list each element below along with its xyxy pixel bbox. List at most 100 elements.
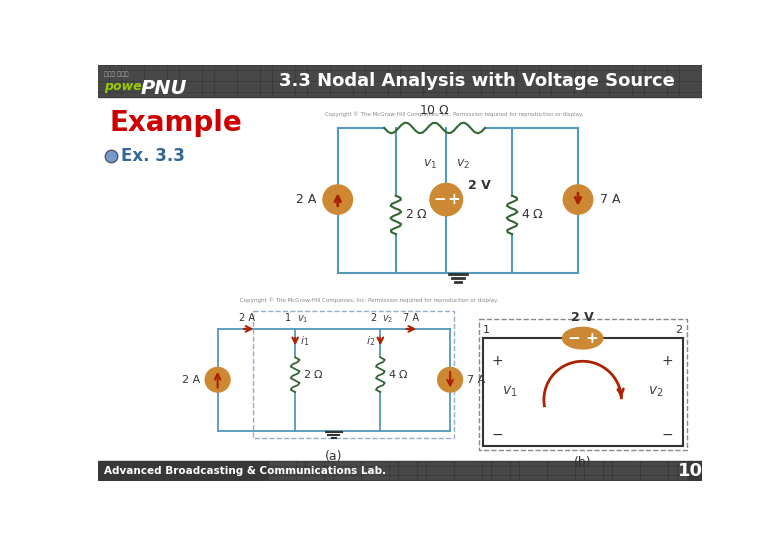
Bar bbox=[98, 461, 702, 481]
Bar bbox=[455, 471, 463, 475]
Bar bbox=[492, 462, 500, 465]
Bar bbox=[362, 481, 370, 484]
Text: 7 A: 7 A bbox=[403, 313, 420, 323]
Bar bbox=[133, 65, 144, 70]
Bar bbox=[157, 76, 166, 80]
Bar bbox=[296, 76, 306, 80]
Bar bbox=[215, 65, 225, 70]
Bar bbox=[334, 467, 342, 470]
Text: $v_2$: $v_2$ bbox=[648, 385, 663, 399]
Bar bbox=[307, 82, 317, 85]
Bar bbox=[548, 462, 555, 465]
Bar bbox=[296, 82, 306, 85]
Text: $v_2$: $v_2$ bbox=[382, 313, 393, 325]
Bar bbox=[548, 467, 555, 470]
Bar bbox=[342, 65, 353, 70]
Bar bbox=[483, 467, 491, 470]
Bar bbox=[668, 82, 678, 85]
Bar bbox=[307, 65, 317, 70]
Bar bbox=[324, 481, 332, 484]
Bar bbox=[226, 87, 236, 91]
Bar bbox=[133, 71, 144, 75]
Bar bbox=[424, 82, 434, 85]
Bar bbox=[473, 481, 481, 484]
Bar bbox=[157, 71, 166, 75]
Bar bbox=[331, 92, 341, 96]
Text: +: + bbox=[661, 354, 673, 368]
Bar bbox=[122, 76, 132, 80]
Bar bbox=[502, 467, 509, 470]
Bar bbox=[650, 467, 658, 470]
Bar bbox=[273, 82, 282, 85]
Bar bbox=[557, 462, 565, 465]
Bar bbox=[656, 76, 666, 80]
Bar bbox=[598, 71, 608, 75]
Bar bbox=[668, 476, 676, 479]
Bar bbox=[157, 82, 166, 85]
Bar bbox=[191, 87, 201, 91]
Bar bbox=[529, 481, 537, 484]
Bar bbox=[278, 471, 285, 475]
Bar bbox=[650, 462, 658, 465]
Bar bbox=[587, 87, 597, 91]
Bar bbox=[470, 82, 480, 85]
Bar bbox=[529, 471, 537, 475]
Bar bbox=[613, 467, 621, 470]
Text: PNU: PNU bbox=[140, 79, 186, 98]
Bar bbox=[447, 71, 457, 75]
Text: +: + bbox=[448, 192, 460, 207]
Bar bbox=[269, 471, 277, 475]
Bar bbox=[400, 82, 410, 85]
Bar bbox=[157, 87, 166, 91]
Bar bbox=[284, 87, 294, 91]
Bar bbox=[445, 462, 453, 465]
Bar bbox=[622, 471, 630, 475]
Bar bbox=[644, 82, 654, 85]
Bar bbox=[203, 71, 213, 75]
Bar bbox=[650, 476, 658, 479]
Bar bbox=[551, 71, 562, 75]
Bar bbox=[483, 462, 491, 465]
Bar bbox=[459, 92, 469, 96]
Bar bbox=[408, 476, 416, 479]
Bar bbox=[98, 82, 108, 85]
Bar bbox=[459, 71, 469, 75]
Bar bbox=[540, 87, 550, 91]
Bar bbox=[483, 471, 491, 475]
Bar bbox=[366, 87, 376, 91]
Bar bbox=[445, 481, 453, 484]
Bar bbox=[424, 92, 434, 96]
Bar bbox=[632, 481, 640, 484]
Bar bbox=[517, 82, 526, 85]
Bar bbox=[575, 76, 585, 80]
Bar bbox=[492, 467, 500, 470]
Bar bbox=[566, 471, 574, 475]
Bar bbox=[261, 92, 271, 96]
Bar bbox=[610, 76, 620, 80]
Bar bbox=[528, 92, 538, 96]
Bar bbox=[551, 92, 562, 96]
Bar bbox=[557, 476, 565, 479]
Bar bbox=[622, 76, 632, 80]
Bar bbox=[492, 481, 500, 484]
Bar bbox=[226, 82, 236, 85]
Bar bbox=[679, 82, 690, 85]
Bar bbox=[598, 76, 608, 80]
Bar bbox=[436, 476, 444, 479]
Bar bbox=[145, 71, 155, 75]
Bar bbox=[548, 476, 555, 479]
Bar bbox=[435, 82, 445, 85]
Bar bbox=[505, 92, 516, 96]
Bar bbox=[473, 471, 481, 475]
Bar bbox=[250, 87, 260, 91]
Bar bbox=[511, 462, 519, 465]
Bar bbox=[324, 462, 332, 465]
Bar bbox=[417, 476, 425, 479]
Bar bbox=[179, 65, 190, 70]
Bar bbox=[250, 65, 260, 70]
Text: 1: 1 bbox=[285, 313, 291, 323]
Bar bbox=[585, 476, 593, 479]
Bar bbox=[238, 71, 248, 75]
Bar bbox=[594, 467, 602, 470]
Bar bbox=[273, 65, 282, 70]
